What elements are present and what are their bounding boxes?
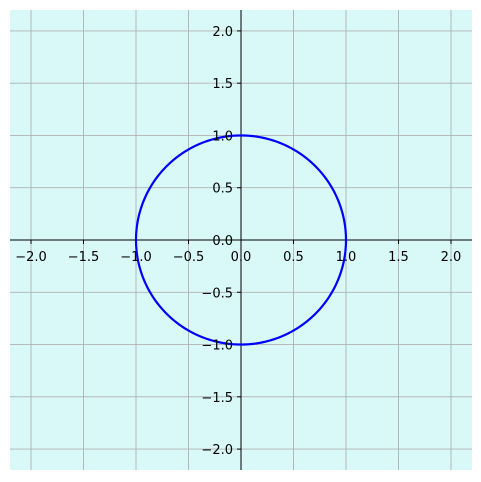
series-layer xyxy=(134,134,348,346)
tick-labels: −2.0 −1.5 −1.0 −0.5 0.0 0.5 1.0 1.5 2.0 −2.0 −1.5 −… xyxy=(15,25,461,458)
x-tick-label: −1.5 xyxy=(68,250,100,265)
y-tick-label: 2.0 xyxy=(212,25,233,40)
x-tick-label: 0.0 xyxy=(231,250,252,265)
y-tick-label: −1.0 xyxy=(201,339,233,354)
x-tick-label: 1.5 xyxy=(388,250,409,265)
x-tick-label: 1.0 xyxy=(336,250,357,265)
x-tick-label: −1.0 xyxy=(120,250,152,265)
y-tick-label: 0.5 xyxy=(212,182,233,197)
y-tick-label: −2.0 xyxy=(201,443,233,458)
unit-circle-line xyxy=(134,134,348,346)
x-tick-label: −2.0 xyxy=(15,250,47,265)
y-tick-label: −0.5 xyxy=(201,286,233,301)
y-tick-label: −1.5 xyxy=(201,391,233,406)
y-tick-label: 0.0 xyxy=(212,234,233,249)
y-tick-label: 1.0 xyxy=(212,129,233,144)
x-tick-label: −0.5 xyxy=(173,250,205,265)
x-tick-label: 2.0 xyxy=(441,250,462,265)
y-tick-label: 1.5 xyxy=(212,77,233,92)
x-tick-label: 0.5 xyxy=(283,250,304,265)
